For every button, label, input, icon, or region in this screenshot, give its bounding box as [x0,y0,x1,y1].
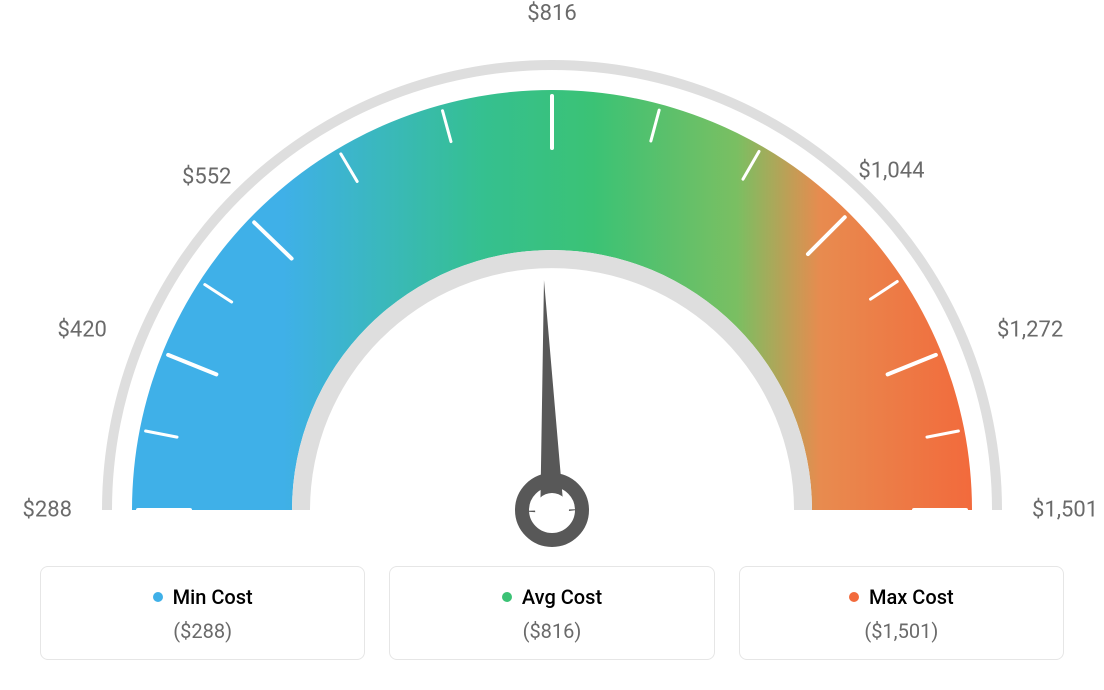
legend-dot-min [153,592,163,602]
legend-title-max: Max Cost [869,585,954,609]
legend-title-min: Min Cost [173,585,253,609]
gauge-tick-label: $1,501 [1032,498,1098,523]
gauge-tick-label: $288 [23,498,72,523]
legend-title-avg: Avg Cost [522,585,602,609]
gauge-tick-label: $1,272 [997,318,1063,343]
gauge-tick-label: $420 [57,318,106,343]
legend-card-min: Min Cost ($288) [40,566,365,660]
gauge-chart: $288 $420 $552 $816 $1,044 $1,272 $1,501 [0,0,1104,560]
legend-row: Min Cost ($288) Avg Cost ($816) Max Cost… [40,566,1064,660]
legend-card-max: Max Cost ($1,501) [739,566,1064,660]
gauge-tick-label: $552 [182,164,231,189]
legend-value-max: ($1,501) [752,619,1051,643]
cost-gauge-widget: $288 $420 $552 $816 $1,044 $1,272 $1,501 Min C… [0,0,1104,690]
legend-value-min: ($288) [53,619,352,643]
legend-dot-max [849,592,859,602]
legend-card-avg: Avg Cost ($816) [389,566,714,660]
legend-value-avg: ($816) [402,619,701,643]
gauge-tick-label: $816 [527,1,576,26]
legend-dot-avg [502,592,512,602]
gauge-tick-label: $1,044 [858,158,924,183]
